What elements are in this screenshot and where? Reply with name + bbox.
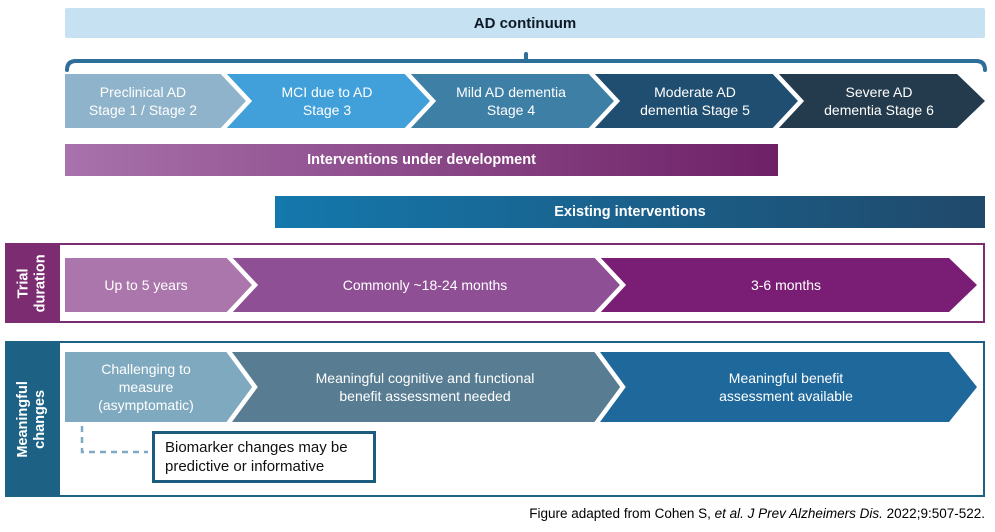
trial-duration-chevron-row: Up to 5 years Commonly ~18-24 months 3-6 m…: [65, 258, 977, 312]
chevron-shape: [227, 352, 623, 422]
chevron-label: Severe AD dementia Stage 6: [824, 83, 934, 118]
ad-continuum-header: AD continuum: [65, 8, 985, 38]
dashed-connector-icon: [80, 426, 148, 454]
chevron-shape: [65, 74, 249, 128]
chevron-gap: [226, 352, 258, 422]
chevron-shape: [65, 258, 255, 312]
chevron-label: Mild AD dementia Stage 4: [456, 83, 566, 118]
chevron-shape: [595, 352, 977, 422]
chevron-label: 3-6 months: [750, 276, 822, 293]
citation-suffix: 2022;9:507-522.: [882, 506, 985, 521]
chevron-shape: [589, 74, 801, 128]
interventions-development-bar: Interventions under development: [65, 144, 778, 176]
biomarker-callout: Biomarker changes may be predictive or i…: [152, 431, 376, 483]
citation-prefix: Figure adapted from Cohen S,: [529, 506, 715, 521]
trial-duration-sidebar-label: Trial duration: [15, 254, 49, 312]
chevron-shape: [65, 352, 255, 422]
existing-interventions-bar: Existing interventions: [275, 196, 985, 228]
chevron-shape: [595, 258, 977, 312]
chevron-gap: [772, 74, 805, 128]
overbrace-icon: [65, 52, 987, 72]
chevron-gap: [404, 74, 437, 128]
citation: Figure adapted from Cohen S, et al. J Pr…: [529, 506, 985, 521]
chevron-label: Meaningful benefit assessment available: [719, 369, 853, 404]
meaningful-changes-sidebar-label: Meaningful changes: [15, 380, 49, 458]
chevron-label: MCI due to AD Stage 3: [281, 83, 373, 118]
chevron-shape: [405, 74, 617, 128]
meaningful-changes-sidebar: Meaningful changes: [5, 341, 60, 497]
stage-chevron-row: Preclinical AD Stage 1 / Stage 2 MCI due …: [65, 74, 985, 128]
chevron-label: Meaningful cognitive and functional bene…: [315, 369, 535, 404]
chevron-gap: [588, 74, 621, 128]
chevron-shape: [227, 258, 623, 312]
chevron-label: Challenging to measure (asymptomatic): [98, 360, 194, 414]
chevron-gap: [594, 258, 627, 312]
chevron-label: Preclinical AD Stage 1 / Stage 2: [88, 83, 198, 118]
citation-italic: et al. J Prev Alzheimers Dis.: [714, 506, 883, 521]
chevron-gap: [226, 258, 259, 312]
meaningful-changes-chevron-row: Challenging to measure (asymptomatic) Mea…: [65, 352, 977, 422]
chevron-label: Commonly ~18-24 months: [342, 276, 508, 293]
chevron-gap: [220, 74, 253, 128]
chevron-label: Up to 5 years: [104, 276, 188, 293]
chevron-shape: [773, 74, 985, 128]
chevron-gap: [594, 352, 626, 422]
chevron-label: Moderate AD dementia Stage 5: [640, 83, 750, 118]
chevron-shape: [221, 74, 433, 128]
trial-duration-sidebar: Trial duration: [5, 243, 60, 323]
